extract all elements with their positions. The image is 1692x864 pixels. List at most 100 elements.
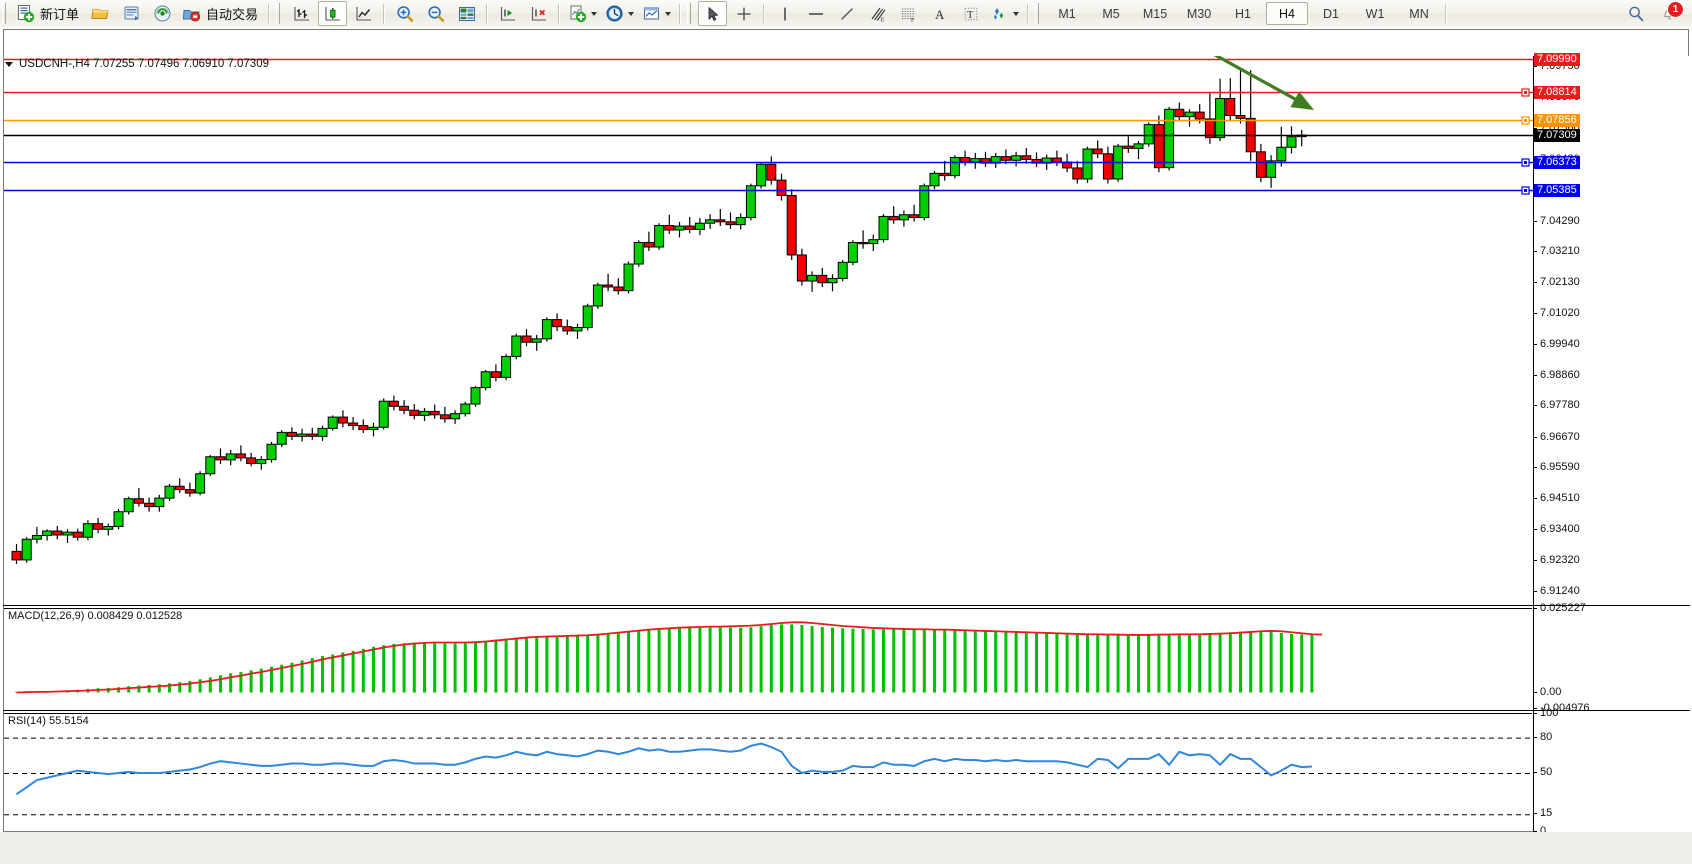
chart-window[interactable]: USDCNH-,H4 7.07255 7.07496 7.06910 7.073… bbox=[0, 27, 1692, 864]
autotrade-button[interactable]: 自动交易 bbox=[179, 1, 263, 26]
toolbar-grip-2[interactable] bbox=[276, 3, 284, 24]
notifications-button[interactable]: 1 bbox=[1655, 1, 1684, 26]
price-plot[interactable] bbox=[4, 56, 1532, 603]
toolbar-grip-4[interactable] bbox=[1035, 3, 1043, 24]
toolbar-grip-3[interactable] bbox=[687, 3, 695, 24]
line-chart-button[interactable] bbox=[349, 1, 378, 26]
tick-dash bbox=[1533, 691, 1537, 693]
price-tick-label: 7.03210 bbox=[1540, 245, 1580, 258]
timeframe-button-h4[interactable]: H4 bbox=[1266, 2, 1309, 25]
chart-shift-button[interactable] bbox=[493, 1, 522, 26]
chart-menu-triangle-icon[interactable] bbox=[5, 61, 13, 67]
fibonacci-button[interactable]: F bbox=[894, 1, 923, 26]
timeframe-button-mn[interactable]: MN bbox=[1398, 2, 1440, 25]
price-axis-line bbox=[1533, 56, 1534, 832]
timeframe-label: M15 bbox=[1142, 6, 1168, 21]
rsi-series bbox=[4, 737, 1532, 816]
autotrade-label: 自动交易 bbox=[206, 7, 259, 22]
timeframe-button-d1[interactable]: D1 bbox=[1310, 2, 1352, 25]
price-level-tag-pivot-orange[interactable]: 7.07856 bbox=[1534, 114, 1580, 127]
line-chart-icon bbox=[355, 6, 371, 21]
cursor-button[interactable] bbox=[698, 1, 728, 26]
zoom-in-button[interactable] bbox=[390, 1, 419, 26]
add-indicator-caret-icon[interactable] bbox=[591, 11, 598, 16]
svg-text:E: E bbox=[880, 16, 884, 23]
rsi-label: RSI(14) 55.5154 bbox=[8, 715, 89, 727]
auto-scroll-button[interactable] bbox=[524, 1, 553, 26]
objects-caret-icon[interactable] bbox=[1013, 11, 1020, 16]
search-button[interactable] bbox=[1621, 1, 1650, 26]
data-window-button[interactable] bbox=[452, 1, 481, 26]
objects-button[interactable] bbox=[987, 1, 1022, 26]
price-axis[interactable]: 7.097507.086707.075607.064807.054007.042… bbox=[1533, 53, 1689, 837]
period-caret-icon[interactable] bbox=[628, 11, 635, 16]
timeframe-button-m5[interactable]: M5 bbox=[1090, 2, 1132, 25]
tick-dash bbox=[1533, 343, 1537, 345]
svg-text:F: F bbox=[911, 18, 915, 23]
equidistant-channel-button[interactable]: E bbox=[863, 1, 892, 26]
price-tick-label: 6.96670 bbox=[1540, 430, 1580, 443]
horizontal-line-button[interactable] bbox=[801, 1, 830, 26]
text-label-icon: T bbox=[964, 7, 977, 21]
bar-chart-button[interactable] bbox=[287, 1, 316, 26]
text-label-button[interactable]: T bbox=[956, 1, 985, 26]
bar-chart-icon bbox=[293, 6, 309, 21]
zoom-in-icon bbox=[396, 5, 413, 22]
timeframe-label: W1 bbox=[1365, 6, 1385, 21]
tick-dash bbox=[1533, 127, 1537, 129]
price-level-tag-last-price[interactable]: 7.07309 bbox=[1534, 129, 1580, 142]
macd-separator bbox=[3, 605, 1690, 606]
trendline-button[interactable] bbox=[832, 1, 861, 26]
profiles-button[interactable] bbox=[117, 1, 146, 26]
add-indicator-button[interactable] bbox=[565, 1, 600, 26]
chart-header[interactable]: USDCNH-,H4 7.07255 7.07496 7.06910 7.073… bbox=[5, 57, 269, 71]
tick-dash bbox=[1533, 708, 1537, 709]
rsi-separator bbox=[3, 710, 1690, 711]
templates-button[interactable] bbox=[639, 1, 674, 26]
timeframe-button-m15[interactable]: M15 bbox=[1134, 2, 1176, 25]
timeframe-button-m1[interactable]: M1 bbox=[1046, 2, 1088, 25]
templates-icon bbox=[644, 7, 660, 20]
tick-dash bbox=[1533, 529, 1537, 531]
tick-dash bbox=[1533, 374, 1537, 376]
price-level-tag-resistance-lower[interactable]: 7.08814 bbox=[1534, 86, 1580, 99]
crosshair-icon bbox=[737, 7, 750, 20]
templates-caret-icon[interactable] bbox=[665, 11, 672, 16]
macd-pane[interactable] bbox=[4, 608, 1532, 709]
timeframe-button-m30[interactable]: M30 bbox=[1178, 2, 1220, 25]
candlestick-chart-button[interactable] bbox=[318, 1, 348, 26]
price-level-tag-resistance-upper[interactable]: 7.09990 bbox=[1534, 53, 1580, 66]
vline-icon bbox=[783, 7, 786, 20]
toolbar-divider-4 bbox=[558, 3, 561, 24]
period-button[interactable] bbox=[602, 1, 637, 26]
timeframe-label: M30 bbox=[1186, 6, 1212, 21]
profiles-icon bbox=[124, 6, 139, 21]
timeframe-button-h1[interactable]: H1 bbox=[1222, 2, 1264, 25]
new-order-button[interactable]: 新订单 bbox=[13, 1, 84, 26]
timeframe-button-w1[interactable]: W1 bbox=[1354, 2, 1396, 25]
tick-dash bbox=[1533, 813, 1537, 815]
price-tick-label: 6.91240 bbox=[1540, 584, 1580, 597]
timeframe-label: M5 bbox=[1102, 6, 1120, 21]
price-level-tag-support-upper[interactable]: 7.06373 bbox=[1534, 156, 1580, 169]
timeframe-label: H1 bbox=[1235, 6, 1252, 21]
trendline-icon bbox=[840, 7, 853, 20]
zoom-out-button[interactable] bbox=[421, 1, 450, 26]
rsi-pane[interactable] bbox=[4, 713, 1532, 832]
signals-button[interactable] bbox=[148, 1, 177, 26]
toolbar-divider-5 bbox=[679, 3, 682, 24]
notification-badge: 1 bbox=[1667, 1, 1684, 18]
crosshair-button[interactable] bbox=[729, 1, 758, 26]
tick-dash bbox=[1533, 831, 1537, 832]
text-button[interactable]: A bbox=[925, 1, 954, 26]
tick-dash bbox=[1533, 405, 1537, 407]
auto-scroll-icon bbox=[531, 6, 546, 21]
tick-dash bbox=[1533, 713, 1537, 714]
tick-dash bbox=[1533, 559, 1537, 561]
toolbar-grip[interactable] bbox=[2, 3, 9, 24]
price-level-tag-support-lower[interactable]: 7.05385 bbox=[1534, 184, 1580, 197]
folder-button[interactable] bbox=[86, 1, 115, 26]
equidistant-icon: E bbox=[871, 7, 885, 23]
vertical-line-button[interactable] bbox=[770, 1, 799, 26]
